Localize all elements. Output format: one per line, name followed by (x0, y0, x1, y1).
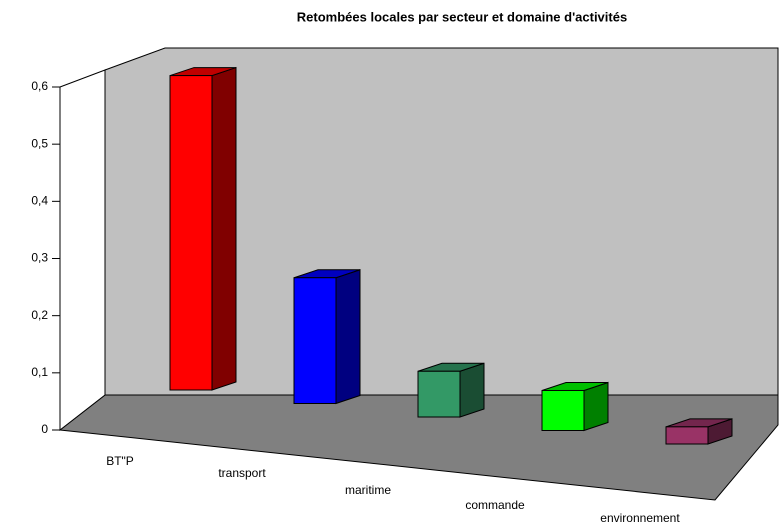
bar-side (335, 269, 361, 405)
bar (417, 370, 461, 418)
y-tick-label: 0,1 (31, 365, 48, 379)
y-tick-label: 0,5 (31, 136, 48, 150)
bar (169, 75, 213, 391)
x-tick-label: commande (465, 498, 525, 512)
bar (293, 277, 337, 405)
y-tick-label: 0,2 (31, 308, 48, 322)
y-tick-label: 0,3 (31, 251, 48, 265)
side-wall (59, 69, 106, 432)
x-tick-label: maritime (345, 483, 391, 497)
x-tick-label: BT"P (106, 454, 134, 468)
y-tick-label: 0 (41, 422, 48, 436)
y-tick-label: 0,6 (31, 79, 48, 93)
bar-side (211, 66, 237, 391)
y-tick-label: 0,4 (31, 194, 48, 208)
x-tick-label: transport (218, 466, 266, 480)
bar (541, 389, 585, 432)
bar (665, 426, 709, 445)
bar-side (459, 362, 485, 418)
x-tick-label: environnement (600, 511, 680, 525)
chart-title: Retombées locales par secteur et domaine… (297, 9, 627, 24)
